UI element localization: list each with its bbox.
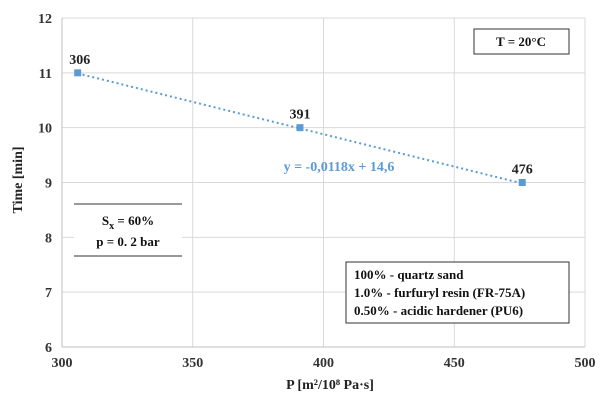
y-tick-labels: 6 7 8 9 10 11 12	[38, 12, 52, 356]
y-tick-label: 7	[45, 286, 52, 301]
y-tick-label: 12	[38, 12, 52, 27]
y-tick-label: 9	[45, 177, 52, 192]
x-tick-label: 500	[575, 356, 596, 371]
sx-label: Sx = 60%	[102, 213, 154, 232]
data-label: 306	[69, 53, 90, 68]
data-point	[518, 179, 526, 186]
y-tick-label: 10	[38, 122, 52, 137]
data-label: 476	[512, 163, 533, 178]
pressure-label: p = 0. 2 bar	[96, 234, 160, 249]
temperature-label: T = 20°C	[496, 34, 546, 49]
trendline-equation: y = -0,0118x + 14,6	[284, 160, 395, 175]
data-points	[74, 69, 526, 186]
x-tick-labels: 300 350 400 450 500	[52, 356, 596, 371]
y-tick-label: 6	[45, 341, 52, 356]
composition-line-3: 0.50% - acidic hardener (PU6)	[354, 303, 523, 318]
trendline	[77, 72, 523, 185]
composition-line-1: 100% - quartz sand	[354, 267, 464, 282]
composition-box: 100% - quartz sand 1.0% - furfuryl resin…	[345, 261, 570, 324]
y-axis-title: Time [min]	[11, 146, 26, 213]
x-tick-label: 350	[182, 356, 203, 371]
data-labels: 306 391 476	[69, 53, 533, 178]
x-tick-label: 300	[52, 356, 73, 371]
x-tick-label: 450	[444, 356, 465, 371]
data-point	[296, 124, 304, 132]
y-tick-label: 8	[45, 231, 52, 246]
conditions-box: Sx = 60% p = 0. 2 bar	[74, 203, 182, 257]
x-tick-label: 400	[313, 356, 334, 371]
x-axis-title: P [m²/10⁸ Pa·s]	[286, 378, 374, 393]
data-label: 391	[289, 108, 310, 123]
composition-line-2: 1.0% - furfuryl resin (FR-75A)	[354, 285, 525, 300]
axes	[61, 18, 585, 348]
y-tick-label: 11	[39, 67, 52, 82]
temperature-box: T = 20°C	[473, 28, 570, 55]
data-point	[74, 69, 82, 77]
